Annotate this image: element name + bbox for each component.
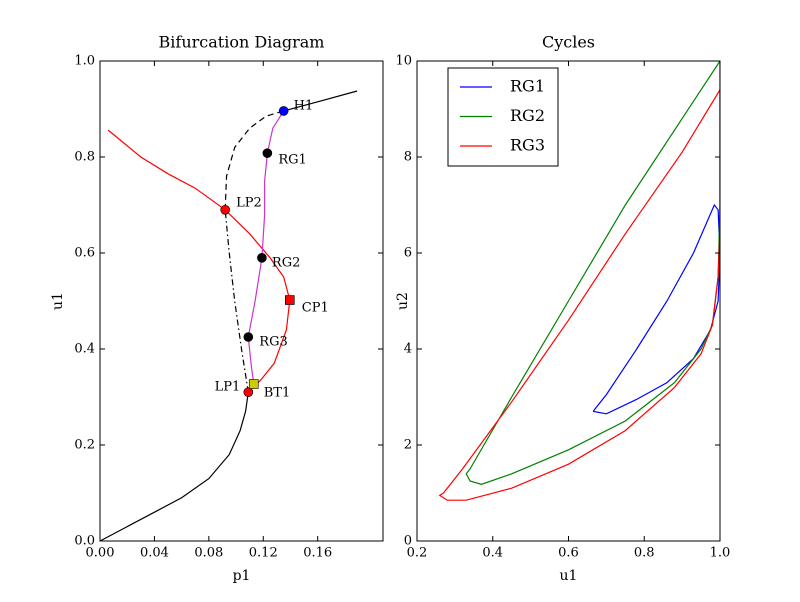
y-tick-label: 8: [404, 150, 412, 165]
y-tick-label: 2: [404, 438, 412, 453]
y-tick-label: 0.2: [74, 438, 95, 453]
series-line: [224, 110, 284, 210]
point-label: LP1: [215, 380, 241, 395]
legend-label: RG1: [510, 77, 545, 96]
point-marker: [257, 252, 267, 263]
chart-title: Cycles: [542, 33, 595, 52]
point-marker: [262, 148, 273, 158]
point-marker: [243, 332, 254, 342]
plot-area: [438, 61, 720, 501]
point-label: H1: [294, 98, 314, 113]
x-tick-label: 0.12: [249, 546, 278, 561]
point-label: RG1: [278, 153, 306, 168]
series-line: [100, 392, 249, 541]
plot-area: [100, 90, 358, 541]
series-line: [283, 90, 358, 112]
x-tick-label: 0.6: [558, 546, 579, 561]
x-tick-label: 1.0: [710, 546, 731, 561]
x-tick-label: 0.16: [303, 546, 332, 561]
x-tick-label: 0.4: [482, 546, 503, 561]
point-label: CP1: [302, 301, 329, 316]
y-tick-label: 0.4: [74, 342, 95, 357]
x-tick-label: 0.00: [86, 546, 115, 561]
point-marker: [285, 295, 295, 305]
point-label: RG2: [272, 255, 300, 270]
y-tick-label: 6: [404, 246, 412, 261]
legend-label: RG3: [510, 136, 545, 155]
point-label: RG3: [259, 335, 287, 350]
y-tick-label: 10: [395, 54, 412, 69]
point-marker: [248, 379, 259, 389]
point-marker: [278, 106, 289, 116]
x-tick-label: 0.08: [194, 546, 223, 561]
y-tick-label: 0.6: [74, 246, 95, 261]
x-tick-label: 0.04: [140, 546, 169, 561]
x-axis-label: u1: [560, 568, 578, 584]
point-marker: [220, 205, 230, 215]
point-marker: [243, 387, 254, 398]
series-line: [592, 203, 720, 415]
axes-frame: [99, 60, 384, 542]
y-tick-label: 0.0: [74, 534, 95, 549]
series-line: [224, 209, 249, 393]
series-line: [247, 110, 285, 385]
series-line: [438, 88, 720, 501]
y-tick-label: 0: [404, 534, 412, 549]
chart-title: Bifurcation Diagram: [159, 33, 325, 52]
y-tick-label: 0.8: [74, 150, 95, 165]
y-tick-label: 1.0: [74, 54, 95, 69]
legend-label: RG2: [510, 106, 545, 125]
series-line: [107, 129, 291, 393]
x-tick-label: 0.8: [634, 546, 655, 561]
x-axis-label: p1: [233, 568, 251, 584]
point-label: LP2: [236, 195, 262, 210]
x-tick-label: 0.2: [407, 546, 428, 561]
y-axis-label: u2: [395, 292, 411, 310]
y-axis-label: u1: [50, 292, 66, 310]
point-label: BT1: [264, 386, 291, 401]
y-tick-label: 4: [404, 342, 412, 357]
